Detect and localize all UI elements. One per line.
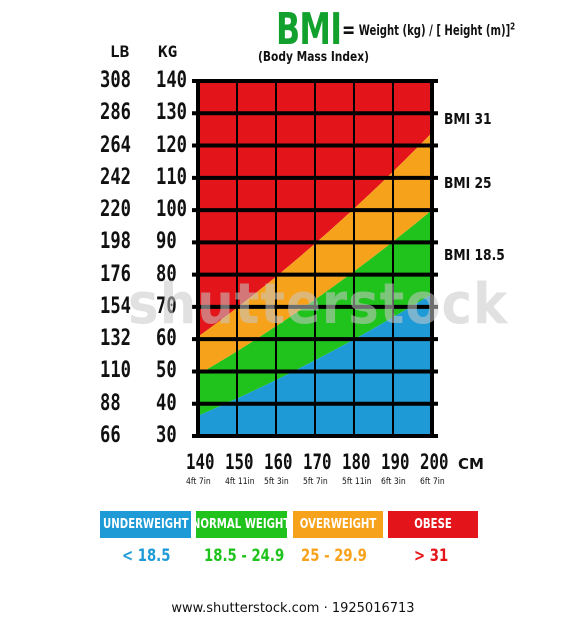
lb-tick-label: 286 <box>100 100 132 126</box>
legend-range: 18.5 - 24.9 <box>204 546 285 566</box>
ft-tick-label: 5ft 7in <box>303 477 328 487</box>
legend-range: < 18.5 <box>122 546 171 566</box>
formula-text: Weight (kg) / [ Height (m)] <box>358 23 511 39</box>
kg-axis-header: KG <box>158 42 178 61</box>
kg-tick-label: 80 <box>156 261 177 287</box>
legend-box: UNDERWEIGHT <box>100 511 191 538</box>
lb-tick-label: 308 <box>100 68 132 93</box>
ft-tick-label: 4ft 11in <box>225 477 255 487</box>
kg-tick-label: 40 <box>156 390 177 416</box>
lb-tick-label: 110 <box>100 358 132 384</box>
cm-tick-label: 170 <box>303 450 332 474</box>
lb-tick-label: 242 <box>100 164 132 190</box>
lb-tick-label: 220 <box>100 197 132 223</box>
legend-label: OVERWEIGHT <box>299 517 377 532</box>
bmi-formula: = Weight (kg) / [ Height (m)]2 <box>342 18 515 43</box>
bmi-line-label: BMI 25 <box>444 174 492 192</box>
kg-tick-label: 100 <box>156 197 188 223</box>
ft-tick-label: 4ft 7in <box>186 477 211 487</box>
watermark: shutterstock <box>128 272 509 337</box>
lb-tick-label: 176 <box>100 261 132 287</box>
legend-box: NORMAL WEIGHT <box>192 511 291 538</box>
lb-axis-header: LB <box>110 42 130 61</box>
cm-tick-label: 190 <box>381 450 410 474</box>
cm-tick-label: 200 <box>420 450 449 474</box>
kg-tick-label: 70 <box>156 293 177 319</box>
lb-tick-label: 198 <box>100 229 132 255</box>
lb-tick-label: 88 <box>100 390 121 416</box>
formula-equals: = <box>342 18 356 43</box>
bmi-line-label: BMI 31 <box>444 110 492 128</box>
cm-tick-label: 180 <box>342 450 371 474</box>
legend-box: OVERWEIGHT <box>293 511 383 538</box>
legend-label: UNDERWEIGHT <box>102 517 189 532</box>
legend-range: > 31 <box>414 546 449 566</box>
legend-label: NORMAL WEIGHT <box>192 517 291 532</box>
cm-tick-label: 140 <box>186 450 215 474</box>
kg-tick-label: 110 <box>156 164 188 190</box>
legend-box: OBESE <box>388 511 478 538</box>
lb-tick-label: 132 <box>100 326 132 352</box>
kg-tick-label: 120 <box>156 132 188 158</box>
cm-unit-label: CM <box>458 455 484 473</box>
kg-tick-label: 30 <box>156 423 177 448</box>
legend-label: OBESE <box>414 517 452 532</box>
kg-tick-label: 50 <box>156 358 177 384</box>
lb-tick-label: 154 <box>100 293 132 319</box>
footer-text: www.shutterstock.com · 1925016713 <box>171 601 415 616</box>
kg-tick-label: 60 <box>156 326 177 352</box>
bmi-line-label: BMI 18.5 <box>444 246 505 264</box>
lb-tick-label: 264 <box>100 132 132 158</box>
formula-exponent: 2 <box>510 21 516 33</box>
legend-range: 25 - 29.9 <box>301 546 367 566</box>
kg-tick-label: 140 <box>156 68 188 93</box>
cm-tick-label: 150 <box>225 450 254 474</box>
chart-subtitle: (Body Mass Index) <box>258 50 369 65</box>
ft-tick-label: 5ft 11in <box>342 477 372 487</box>
ft-tick-label: 6ft 7in <box>420 477 445 487</box>
kg-tick-label: 90 <box>156 229 177 255</box>
chart-title: BMI <box>276 4 342 55</box>
kg-tick-label: 130 <box>156 100 188 126</box>
ft-tick-label: 5ft 3in <box>264 477 289 487</box>
lb-tick-label: 66 <box>100 423 121 448</box>
ft-tick-label: 6ft 3in <box>381 477 406 487</box>
cm-tick-label: 160 <box>264 450 293 474</box>
